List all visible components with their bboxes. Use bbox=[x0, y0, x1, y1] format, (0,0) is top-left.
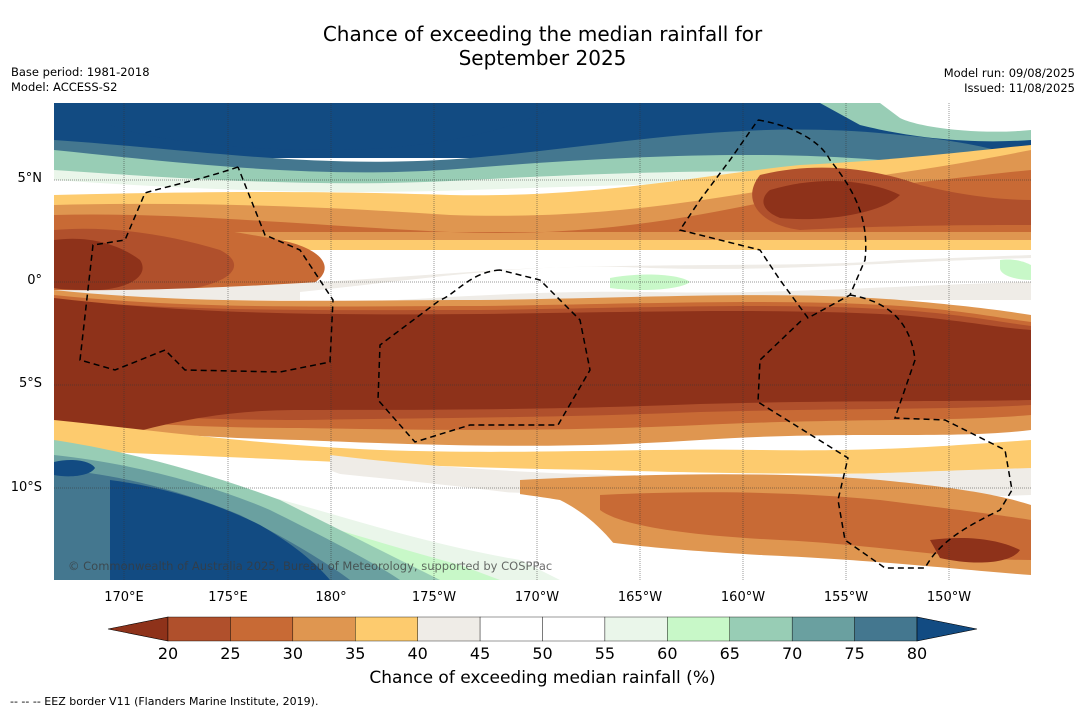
lon-label-150w: 150°W bbox=[926, 590, 972, 605]
colorbar-segment bbox=[542, 616, 606, 642]
colorbar-tick-label: 75 bbox=[844, 644, 865, 663]
colorbar-segment bbox=[791, 616, 855, 642]
base-period-text: Base period: 1981-2018 bbox=[11, 65, 150, 79]
colorbar-tick-label: 45 bbox=[469, 644, 491, 663]
colorbar-segment bbox=[355, 616, 418, 642]
colorbar-segment bbox=[167, 616, 231, 642]
sw-85-small bbox=[54, 460, 95, 477]
lon-label-175e: 175°E bbox=[208, 590, 248, 605]
eez-border-kiribati-gilbert bbox=[79, 166, 334, 373]
colorbar-arrow-high bbox=[916, 616, 978, 642]
equator-green bbox=[1000, 259, 1031, 280]
colorbar-tick-label: 20 bbox=[157, 644, 179, 663]
band-north-20 bbox=[763, 180, 900, 220]
lon-label-170w: 170°W bbox=[514, 590, 560, 605]
lat-label-5s: 5°S bbox=[18, 376, 42, 391]
lat-label-0: 0° bbox=[27, 273, 42, 288]
copyright-text: © Commonwealth of Australia 2025, Bureau… bbox=[68, 559, 553, 573]
colorbar-tick-label: 35 bbox=[345, 644, 366, 663]
colorbar-segment bbox=[729, 616, 793, 642]
lon-label-180: 180° bbox=[315, 590, 347, 605]
south-right-30 bbox=[600, 492, 1031, 560]
colorbar-segment bbox=[417, 616, 481, 642]
issued-text: Issued: 11/08/2025 bbox=[964, 81, 1075, 95]
sw-85 bbox=[110, 480, 330, 580]
map-title: Chance of exceeding the median rainfall … bbox=[0, 22, 1085, 70]
colorbar-tick-label: 40 bbox=[407, 644, 428, 663]
model-text: Model: ACCESS-S2 bbox=[11, 80, 118, 94]
colorbar-segment bbox=[667, 616, 730, 642]
colorbar-segment bbox=[479, 616, 543, 642]
title-line-1: Chance of exceeding the median rainfall … bbox=[322, 22, 763, 46]
lat-label-5n: 5°N bbox=[17, 171, 43, 186]
colorbar-segment bbox=[230, 616, 294, 642]
colorbar-tick-label: 65 bbox=[719, 644, 740, 663]
south-tongue-20 bbox=[54, 298, 1031, 440]
lat-label-10s: 10°S bbox=[10, 480, 42, 495]
lon-label-160w: 160°W bbox=[720, 590, 766, 605]
colorbar-tick-label: 25 bbox=[220, 644, 241, 663]
lon-label-170e: 170°E bbox=[104, 590, 144, 605]
colorbar-label: Chance of exceeding median rainfall (%) bbox=[369, 668, 716, 688]
colorbar-tick-label: 60 bbox=[657, 644, 678, 663]
west-block-20 bbox=[54, 238, 143, 290]
rainfall-map bbox=[54, 103, 1031, 580]
eez-footnote: -- -- -- EEZ border V11 (Flanders Marine… bbox=[10, 695, 319, 708]
colorbar-segment bbox=[292, 616, 356, 642]
lon-label-155w: 155°W bbox=[823, 590, 869, 605]
colorbar bbox=[107, 616, 978, 642]
colorbar-tick-label: 50 bbox=[532, 644, 553, 663]
model-run-text: Model run: 09/08/2025 bbox=[943, 66, 1075, 80]
south-40 bbox=[54, 420, 1031, 474]
colorbar-tick-label: 55 bbox=[594, 644, 616, 663]
north-blue-blob bbox=[110, 103, 560, 150]
lon-label-175w: 175°W bbox=[411, 590, 457, 605]
colorbar-tick-label: 70 bbox=[781, 644, 803, 663]
meta-right: Model run: 09/08/2025 Issued: 11/08/2025 bbox=[944, 66, 1075, 96]
colorbar-arrow-low bbox=[107, 616, 169, 642]
colorbar-tick-label: 30 bbox=[282, 644, 304, 663]
colorbar-segment bbox=[854, 616, 918, 642]
lon-label-165w: 165°W bbox=[617, 590, 663, 605]
meta-left: Base period: 1981-2018 Model: ACCESS-S2 bbox=[11, 65, 150, 95]
eez-border-kiribati-line-south bbox=[757, 294, 1013, 569]
eez-borders bbox=[79, 119, 1013, 569]
equator-green-2 bbox=[610, 274, 690, 290]
colorbar-tick-label: 80 bbox=[906, 644, 928, 663]
eez-border-kiribati-phoenix bbox=[377, 269, 591, 443]
eez-border-kiribati-line-north bbox=[678, 119, 867, 319]
ne-white-blob bbox=[880, 103, 1031, 132]
south-right-20 bbox=[930, 538, 1020, 563]
title-line-2: September 2025 bbox=[458, 46, 627, 70]
colorbar-segment bbox=[604, 616, 668, 642]
